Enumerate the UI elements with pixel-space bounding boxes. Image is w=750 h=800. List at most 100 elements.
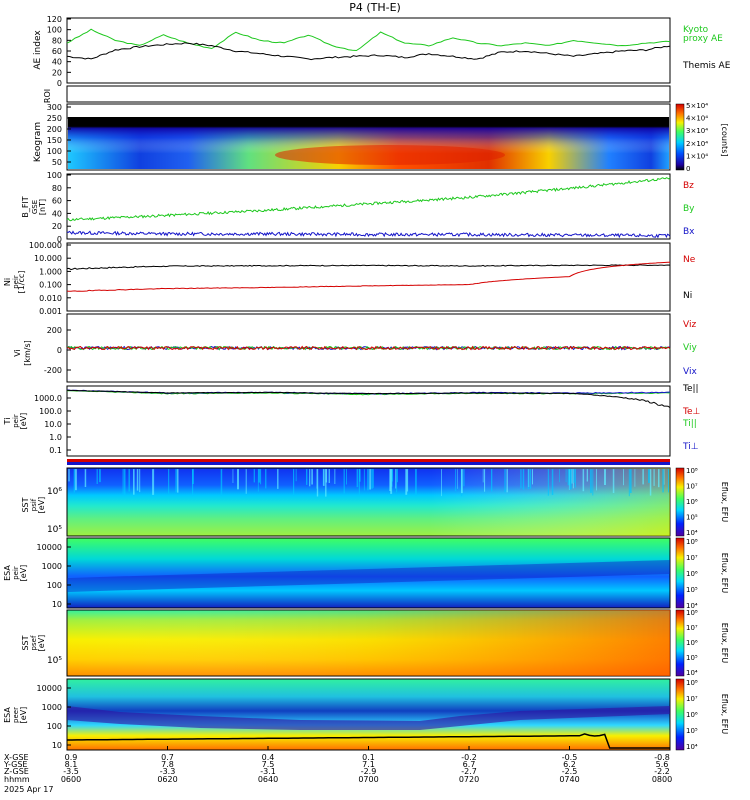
sst1-streak	[133, 469, 135, 495]
xaxis-col-2-row-0: 0.4	[262, 753, 275, 762]
roi-frame	[66, 85, 671, 103]
xaxis-col-0-row-0: 0.9	[65, 753, 78, 762]
esa1-cbar-tick-2: 10⁶	[686, 570, 698, 578]
sst1-streak	[484, 469, 486, 492]
date-label: 2025 Apr 17	[4, 785, 53, 794]
keogram-tick-2: 200	[47, 125, 62, 134]
sst1-streak	[396, 469, 398, 493]
sst1-streak	[573, 469, 575, 483]
roi-panel: ROI	[43, 85, 671, 103]
ti-tick-4: 0.1	[49, 446, 62, 455]
esa2-colorbar	[675, 678, 685, 751]
sst1-streak	[232, 469, 234, 483]
sst1-streak	[84, 469, 87, 487]
vi-tick-2: -200	[44, 366, 62, 375]
sst2-colorbar-ticks: 10⁸ 10⁷ 10⁶ 10⁵ 10⁴	[686, 609, 698, 677]
sst1-streak	[658, 469, 660, 488]
sst1-streak	[316, 469, 318, 489]
bfit-ylabel-line2: GSE	[31, 200, 39, 214]
keogram-cbar-tick-0: 5×10⁴	[686, 102, 708, 110]
esa1-cbar-tick-1: 10⁷	[686, 554, 698, 562]
esa2-ylabel: ESA peer [eV]	[3, 707, 28, 724]
sst1-streak	[390, 469, 393, 494]
keogram-core	[275, 145, 505, 165]
bfit-by-line	[66, 177, 671, 222]
sst1-streak	[99, 469, 101, 483]
sst2-cbar-tick-2: 10⁶	[686, 639, 698, 647]
xaxis-col-0-row-3: 0600	[61, 775, 81, 784]
ni-tick-4: 0.010	[39, 294, 62, 303]
ae-kyoto-line	[66, 28, 671, 52]
xaxis-col-1-row-3: 0620	[157, 775, 177, 784]
sst1-streak	[334, 469, 336, 484]
esa1-tick-3: 10	[52, 600, 62, 609]
xaxis-col-3-row-0: 0.1	[362, 753, 375, 762]
ni-ylabel-line1: Ni	[3, 278, 12, 286]
sst1-streak	[569, 469, 572, 490]
ae-themis-line	[66, 42, 671, 61]
esa1-ylabel-line2: [eV]	[19, 565, 28, 582]
ae-tick-4: 40	[52, 58, 62, 67]
sst1-cbar-tick-4: 10⁴	[686, 529, 698, 537]
sst2-shading	[67, 610, 670, 676]
sst1-streak	[653, 469, 655, 486]
sst2-colorbar-label: Eflux, EFU	[720, 623, 729, 664]
esa2-cbar-tick-3: 10⁵	[686, 727, 698, 735]
bfit-legend-bx: Bx	[683, 227, 695, 237]
ni-legend-ni: Ni	[683, 291, 692, 301]
esa1-tick-0: 10000	[37, 543, 62, 552]
xaxis-col-5-row-1: 6.2	[563, 760, 576, 769]
sst1-streak	[504, 469, 506, 493]
xaxis-col-5-row-2: -2.5	[562, 767, 578, 776]
ti-tick-0: 1000.0	[34, 394, 62, 403]
keogram-panel: Keogram 300 250 200 150 100 50 5×10⁴ 4×10⁴ 3×10…	[33, 102, 729, 173]
sst1-streak	[323, 469, 325, 486]
sst2-ylabel-tag: psef	[30, 635, 38, 650]
ti-tick-3: 1.0	[49, 433, 62, 442]
esa2-ylabel-tag: peer	[12, 707, 20, 723]
ni-tick-labels: 100.000 10.000 1.000 0.100 0.010 0.001	[29, 241, 71, 316]
sst1-streak	[369, 469, 371, 490]
sst1-streak	[463, 469, 465, 487]
keogram-tick-3: 150	[47, 136, 62, 145]
bfit-ylabel-line1: B_FIT	[21, 196, 30, 217]
esa1-ylabel-tag: peir	[12, 566, 20, 580]
sst1-streak	[293, 469, 295, 496]
keogram-tick-0: 300	[47, 103, 62, 112]
sst1-streak	[506, 469, 508, 493]
sst1-streak	[574, 469, 576, 488]
sst1-streak	[237, 469, 239, 490]
keogram-cbar-tick-1: 4×10⁴	[686, 115, 708, 123]
sst1-streak	[565, 469, 567, 483]
xaxis-col-1-row-2: -3.3	[160, 767, 176, 776]
sst1-streak	[295, 469, 297, 482]
esa1-ylabel-line1: ESA	[3, 565, 12, 581]
xaxis-col-6-row-2: -2.2	[654, 767, 670, 776]
bfit-legend-bz: Bz	[683, 181, 694, 191]
sst1-streak	[123, 469, 126, 496]
sst1-streak	[592, 469, 594, 496]
ti-tick-1: 100.0	[39, 407, 62, 416]
ni-frame	[66, 242, 671, 312]
sst2-colorbar	[675, 609, 685, 677]
sst1-streak	[96, 469, 98, 484]
sst1-streak	[68, 469, 70, 482]
bfit-tick-3: 40	[52, 209, 62, 218]
esa2-cbar-tick-4: 10⁴	[686, 743, 698, 751]
sst1-streak	[570, 469, 572, 490]
sst1-streak	[316, 469, 319, 497]
xaxis-col-4-row-1: 6.7	[463, 760, 476, 769]
keogram-tick-1: 250	[47, 114, 62, 123]
sst1-streak	[245, 469, 247, 494]
xaxis-col-4-row-2: -2.7	[461, 767, 477, 776]
keogram-colorbar	[675, 103, 685, 171]
sst1-streak	[74, 469, 77, 491]
sst1-tick-1: 10⁵	[47, 525, 62, 535]
sst1-streak	[648, 469, 650, 483]
bfit-bx-line	[66, 230, 671, 239]
keogram-tick-4: 100	[47, 147, 62, 156]
sst1-streak	[482, 469, 484, 483]
bfit-tick-1: 80	[52, 184, 62, 193]
sst1-streak	[634, 469, 636, 487]
